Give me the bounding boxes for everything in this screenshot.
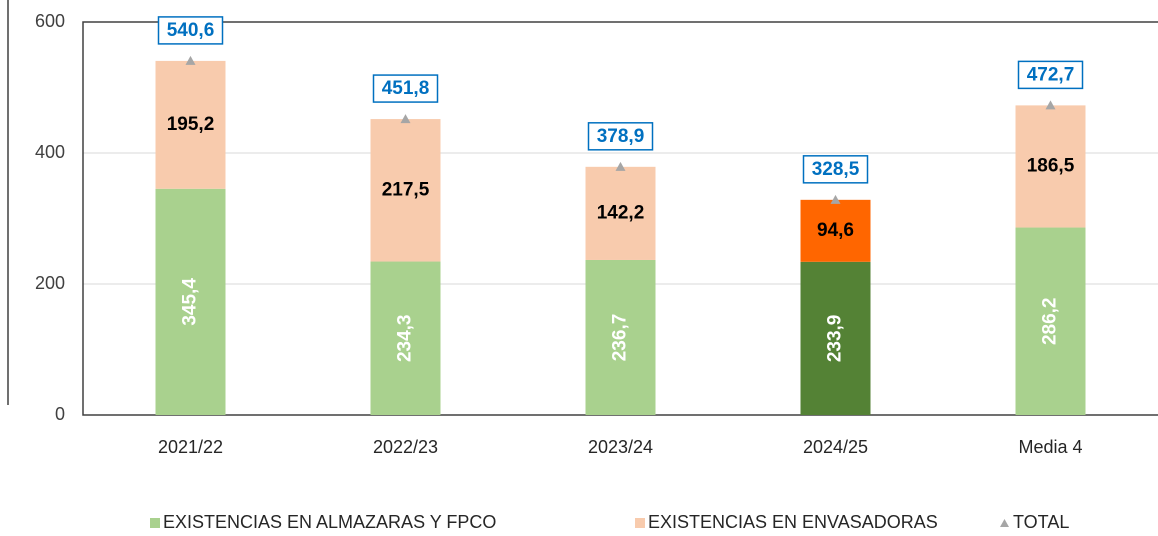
bar-segment xyxy=(370,261,441,415)
bar-segment xyxy=(1015,105,1086,228)
data-label: 142,2 xyxy=(597,202,645,223)
total-label: 540,6 xyxy=(167,20,215,41)
total-label-box xyxy=(1017,60,1084,90)
total-label: 451,8 xyxy=(382,78,430,99)
data-label: 217,5 xyxy=(382,179,430,200)
legend-swatch xyxy=(635,518,645,528)
legend-label: EXISTENCIAS EN ALMAZARAS Y FPCO xyxy=(163,512,496,532)
total-label-box xyxy=(587,122,654,151)
y-tick-label: 0 xyxy=(55,404,65,424)
total-marker xyxy=(1045,100,1056,110)
bar-segment xyxy=(585,166,656,260)
bar-segment xyxy=(370,119,441,262)
data-label: 286,2 xyxy=(1040,297,1061,345)
total-label-box xyxy=(157,16,224,45)
total-marker xyxy=(400,114,411,124)
total-label: 378,9 xyxy=(597,126,645,147)
x-tick-label: 2024/25 xyxy=(803,437,868,457)
total-label-box xyxy=(802,155,869,184)
y-tick-label: 200 xyxy=(35,273,65,293)
data-label: 345,4 xyxy=(180,278,201,326)
data-label: 94,6 xyxy=(817,220,854,241)
legend-label: EXISTENCIAS EN ENVASADORAS xyxy=(648,512,938,532)
y-tick-label: 600 xyxy=(35,11,65,31)
x-tick-label: 2021/22 xyxy=(158,437,223,457)
data-label: 236,7 xyxy=(610,314,631,362)
data-label: 233,9 xyxy=(825,315,846,363)
x-tick-label: 2023/24 xyxy=(588,437,653,457)
bar-segment xyxy=(800,261,871,415)
bar-segment xyxy=(1015,227,1086,415)
data-label: 186,5 xyxy=(1027,155,1075,176)
bar-segment xyxy=(155,60,226,189)
total-label: 472,7 xyxy=(1027,64,1075,85)
bar-segment xyxy=(155,188,226,415)
legend-marker xyxy=(1000,519,1009,527)
x-tick-label: 2022/23 xyxy=(373,437,438,457)
legend-swatch xyxy=(150,518,160,528)
data-label: 234,3 xyxy=(395,314,416,362)
data-label: 195,2 xyxy=(167,114,215,135)
bar-segment xyxy=(585,259,656,415)
total-marker xyxy=(185,55,196,65)
legend-label: TOTAL xyxy=(1013,512,1069,532)
total-label-box xyxy=(372,74,439,103)
total-marker xyxy=(830,194,841,204)
total-label: 328,5 xyxy=(812,159,860,180)
bar-segment xyxy=(800,199,871,262)
x-tick-label: Media 4 xyxy=(1018,437,1082,457)
total-marker xyxy=(615,161,626,171)
y-tick-label: 400 xyxy=(35,142,65,162)
